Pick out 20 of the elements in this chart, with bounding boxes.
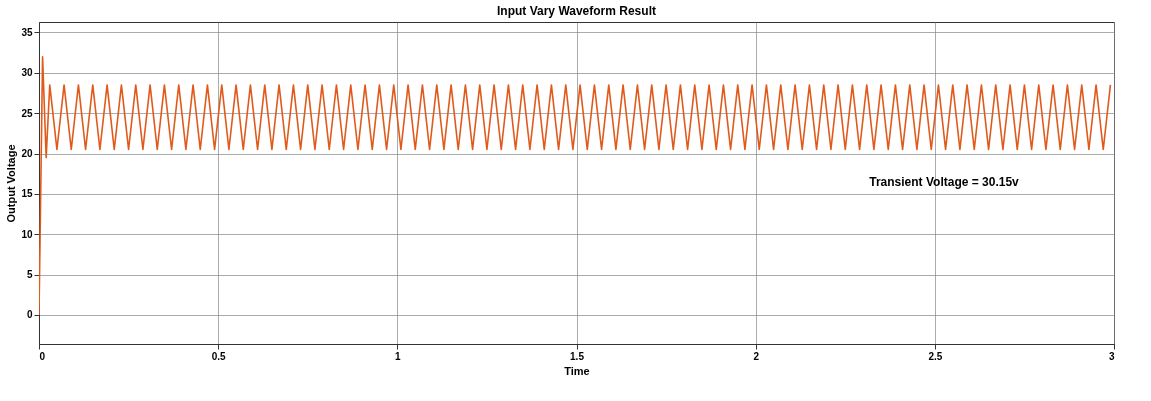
y-axis-title: Output Voltage bbox=[5, 144, 18, 223]
x-tick-label: 2 bbox=[753, 350, 760, 362]
x-tick-label: 0 bbox=[39, 350, 46, 362]
y-tick-label: 30 bbox=[21, 67, 33, 79]
y-tick-label: 20 bbox=[21, 148, 33, 160]
y-tick-label: 10 bbox=[21, 228, 33, 240]
x-tick-label: 3 bbox=[1108, 350, 1115, 362]
x-tick-label: 1 bbox=[395, 350, 402, 362]
y-tick-label: 5 bbox=[26, 269, 33, 281]
x-tick-label: 2.5 bbox=[928, 350, 943, 362]
line-series bbox=[39, 55, 1112, 316]
y-tick-label: 0 bbox=[26, 309, 33, 321]
chart-title: Input Vary Waveform Result bbox=[497, 4, 656, 18]
y-tick-label: 35 bbox=[21, 26, 33, 38]
x-tick-label: 1.5 bbox=[570, 350, 585, 362]
x-tick-label: 0.5 bbox=[211, 350, 227, 362]
annotation: Transient Voltage = 30.15v bbox=[869, 175, 1020, 189]
x-axis-title: Time bbox=[564, 364, 590, 377]
y-tick-label: 15 bbox=[21, 188, 33, 200]
y-tick-label: 25 bbox=[21, 107, 33, 119]
